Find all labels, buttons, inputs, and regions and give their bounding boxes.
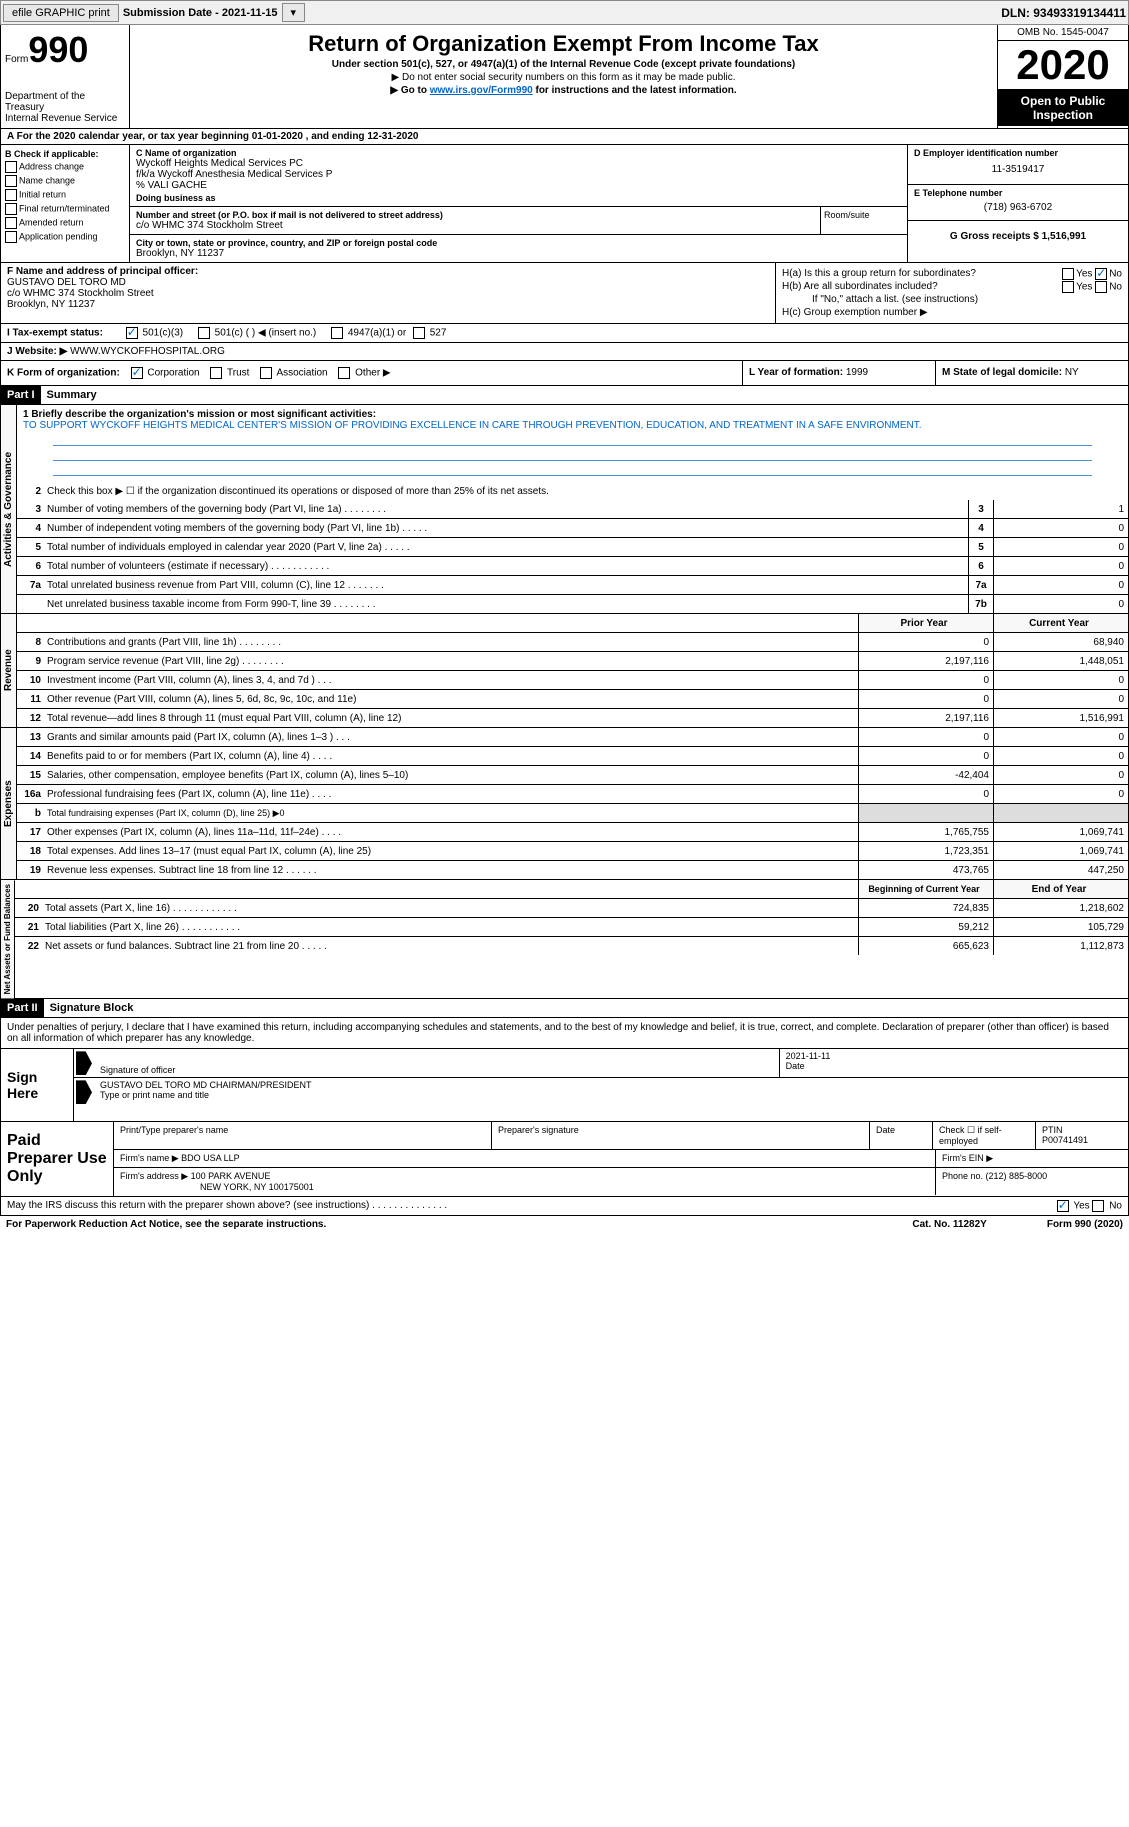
top-toolbar: efile GRAPHIC print Submission Date - 20… <box>0 0 1129 25</box>
section-b-checkboxes: B Check if applicable: Address change Na… <box>1 145 130 262</box>
address-block: Number and street (or P.O. box if mail i… <box>130 207 820 235</box>
preparer-signature-field[interactable]: Preparer's signature <box>492 1122 870 1149</box>
form-subtitle: Under section 501(c), 527, or 4947(a)(1)… <box>134 59 993 70</box>
tax-year: 2020 <box>998 41 1128 90</box>
footer: For Paperwork Reduction Act Notice, see … <box>0 1216 1129 1233</box>
paid-preparer-label: Paid Preparer Use Only <box>1 1122 114 1196</box>
gross-receipts: G Gross receipts $ 1,516,991 <box>908 221 1128 245</box>
dln: DLN: 93493319134411 <box>1001 6 1126 20</box>
sig-date: 2021-11-11Date <box>780 1049 1128 1077</box>
ein-block: D Employer identification number 11-3519… <box>908 145 1128 185</box>
revenue-tab: Revenue <box>1 614 17 727</box>
form-header: Form990 Department of the Treasury Inter… <box>0 25 1129 129</box>
officer-name: GUSTAVO DEL TORO MD CHAIRMAN/PRESIDENTTy… <box>94 1078 1128 1106</box>
mission-block: 1 Briefly describe the organization's mi… <box>17 405 1128 482</box>
netassets-tab: Net Assets or Fund Balances <box>1 880 15 998</box>
4947-checkbox[interactable] <box>331 327 343 339</box>
tax-exempt-label: I Tax-exempt status: <box>7 328 103 339</box>
discuss-no-checkbox[interactable] <box>1092 1200 1104 1212</box>
form-number: Form990 <box>5 29 125 71</box>
department: Department of the Treasury Internal Reve… <box>5 91 125 124</box>
dropdown-button[interactable]: ▾ <box>282 3 306 22</box>
trust-checkbox[interactable] <box>210 367 222 379</box>
preparer-name-field[interactable]: Print/Type preparer's name <box>114 1122 492 1149</box>
expenses-tab: Expenses <box>1 728 17 879</box>
officer-signature-field[interactable]: Signature of officer <box>94 1049 780 1077</box>
form-title: Return of Organization Exempt From Incom… <box>134 31 993 57</box>
sign-here-label: Sign Here <box>1 1049 74 1121</box>
sig-arrow-icon <box>76 1080 92 1104</box>
principal-officer: F Name and address of principal officer:… <box>1 263 776 323</box>
501c3-checkbox[interactable] <box>126 327 138 339</box>
corporation-checkbox[interactable] <box>131 367 143 379</box>
501c-checkbox[interactable] <box>198 327 210 339</box>
firm-phone: Phone no. (212) 885-8000 <box>936 1168 1128 1195</box>
sig-arrow-icon <box>76 1051 92 1075</box>
firm-ein: Firm's EIN ▶ <box>936 1150 1128 1167</box>
part1-title: Summary <box>41 386 103 404</box>
room-suite: Room/suite <box>821 207 907 235</box>
discuss-row: May the IRS discuss this return with the… <box>0 1197 1129 1216</box>
ha-yes-checkbox[interactable] <box>1062 268 1074 280</box>
submission-date-label: Submission Date - 2021-11-15 <box>123 7 278 19</box>
year-formation: L Year of formation: 1999 <box>743 361 936 385</box>
org-name-block: C Name of organization Wyckoff Heights M… <box>130 145 907 207</box>
form-of-org: K Form of organization: Corporation Trus… <box>1 361 743 385</box>
association-checkbox[interactable] <box>260 367 272 379</box>
ha-no-checkbox[interactable] <box>1095 268 1107 280</box>
part2-header: Part II <box>1 999 44 1017</box>
other-checkbox[interactable] <box>338 367 350 379</box>
part2-title: Signature Block <box>44 999 140 1017</box>
city-block: City or town, state or province, country… <box>130 235 907 262</box>
irs-link[interactable]: www.irs.gov/Form990 <box>430 85 533 96</box>
discuss-yes-checkbox[interactable] <box>1057 1200 1069 1212</box>
final-return-checkbox[interactable] <box>5 203 17 215</box>
initial-return-checkbox[interactable] <box>5 189 17 201</box>
firm-name: Firm's name ▶ BDO USA LLP <box>114 1150 936 1167</box>
self-employed-checkbox[interactable]: Check ☐ if self-employed <box>933 1122 1036 1149</box>
hb-no-checkbox[interactable] <box>1095 281 1107 293</box>
efile-print-button[interactable]: efile GRAPHIC print <box>3 4 119 22</box>
signature-declaration: Under penalties of perjury, I declare th… <box>0 1018 1129 1049</box>
note-ssn: ▶ Do not enter social security numbers o… <box>134 72 993 83</box>
omb-number: OMB No. 1545-0047 <box>998 25 1128 41</box>
row-a-tax-year: A For the 2020 calendar year, or tax yea… <box>0 129 1129 145</box>
amended-return-checkbox[interactable] <box>5 217 17 229</box>
state-domicile: M State of legal domicile: NY <box>936 361 1128 385</box>
prep-date-field[interactable]: Date <box>870 1122 933 1149</box>
hb-yes-checkbox[interactable] <box>1062 281 1074 293</box>
phone-block: E Telephone number (718) 963-6702 <box>908 185 1128 221</box>
application-pending-checkbox[interactable] <box>5 231 17 243</box>
firm-address: Firm's address ▶ 100 PARK AVENUENEW YORK… <box>114 1168 936 1195</box>
part1-header: Part I <box>1 386 41 404</box>
527-checkbox[interactable] <box>413 327 425 339</box>
website-row: J Website: ▶ WWW.WYCKOFFHOSPITAL.ORG <box>0 343 1129 361</box>
name-change-checkbox[interactable] <box>5 175 17 187</box>
address-change-checkbox[interactable] <box>5 161 17 173</box>
note-link: ▶ Go to www.irs.gov/Form990 for instruct… <box>134 85 993 96</box>
ptin: PTINP00741491 <box>1036 1122 1128 1149</box>
inspection-badge: Open to Public Inspection <box>998 90 1128 126</box>
governance-tab: Activities & Governance <box>1 405 17 613</box>
section-h: H(a) Is this a group return for subordin… <box>776 263 1128 323</box>
